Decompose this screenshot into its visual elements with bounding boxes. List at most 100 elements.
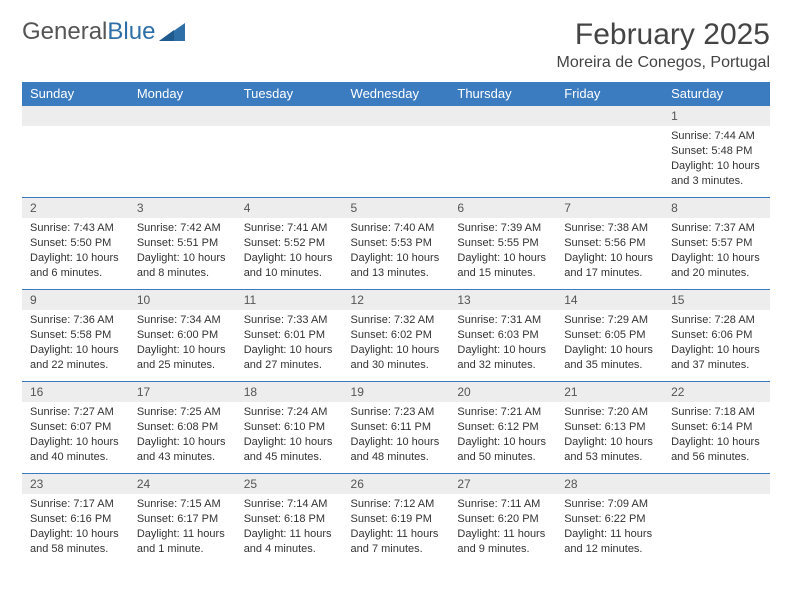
calendar-cell: 13Sunrise: 7:31 AMSunset: 6:03 PMDayligh…	[449, 290, 556, 382]
day-content: Sunrise: 7:32 AMSunset: 6:02 PMDaylight:…	[343, 310, 450, 378]
calendar-cell: 17Sunrise: 7:25 AMSunset: 6:08 PMDayligh…	[129, 382, 236, 474]
day-line: Sunset: 5:52 PM	[244, 236, 335, 251]
calendar-cell: 21Sunrise: 7:20 AMSunset: 6:13 PMDayligh…	[556, 382, 663, 474]
day-line: Sunset: 6:11 PM	[351, 420, 442, 435]
calendar-cell: 7Sunrise: 7:38 AMSunset: 5:56 PMDaylight…	[556, 198, 663, 290]
day-content	[22, 126, 129, 135]
day-number: 17	[129, 382, 236, 402]
page-title: February 2025	[557, 18, 770, 52]
weekday-header: Wednesday	[343, 82, 450, 106]
day-number: 26	[343, 474, 450, 494]
calendar-cell: 18Sunrise: 7:24 AMSunset: 6:10 PMDayligh…	[236, 382, 343, 474]
day-number: 25	[236, 474, 343, 494]
day-line: Daylight: 10 hours and 32 minutes.	[457, 343, 548, 373]
day-line: Sunset: 6:13 PM	[564, 420, 655, 435]
calendar-cell: 28Sunrise: 7:09 AMSunset: 6:22 PMDayligh…	[556, 474, 663, 566]
day-line: Daylight: 10 hours and 3 minutes.	[671, 159, 762, 189]
day-content: Sunrise: 7:25 AMSunset: 6:08 PMDaylight:…	[129, 402, 236, 470]
logo-text-general: General	[22, 18, 107, 46]
day-line: Sunset: 6:12 PM	[457, 420, 548, 435]
weekday-header: Thursday	[449, 82, 556, 106]
day-line: Daylight: 11 hours and 4 minutes.	[244, 527, 335, 557]
calendar-cell: 15Sunrise: 7:28 AMSunset: 6:06 PMDayligh…	[663, 290, 770, 382]
day-number: 15	[663, 290, 770, 310]
day-line: Sunset: 6:16 PM	[30, 512, 121, 527]
day-line: Sunrise: 7:39 AM	[457, 221, 548, 236]
calendar-body: 1Sunrise: 7:44 AMSunset: 5:48 PMDaylight…	[22, 106, 770, 566]
day-line: Sunset: 6:06 PM	[671, 328, 762, 343]
day-number: 7	[556, 198, 663, 218]
day-line: Sunset: 6:00 PM	[137, 328, 228, 343]
day-number: 4	[236, 198, 343, 218]
day-line: Daylight: 11 hours and 1 minute.	[137, 527, 228, 557]
day-line: Daylight: 10 hours and 20 minutes.	[671, 251, 762, 281]
day-line: Daylight: 10 hours and 27 minutes.	[244, 343, 335, 373]
day-line: Sunset: 6:05 PM	[564, 328, 655, 343]
day-line: Sunset: 6:19 PM	[351, 512, 442, 527]
day-number: 2	[22, 198, 129, 218]
day-line: Sunset: 6:01 PM	[244, 328, 335, 343]
weekday-header: Sunday	[22, 82, 129, 106]
day-line: Sunset: 5:55 PM	[457, 236, 548, 251]
day-line: Sunrise: 7:42 AM	[137, 221, 228, 236]
weekday-header: Saturday	[663, 82, 770, 106]
day-line: Sunrise: 7:28 AM	[671, 313, 762, 328]
calendar-cell: 2Sunrise: 7:43 AMSunset: 5:50 PMDaylight…	[22, 198, 129, 290]
calendar-cell	[22, 106, 129, 198]
day-line: Sunset: 6:20 PM	[457, 512, 548, 527]
calendar-cell: 24Sunrise: 7:15 AMSunset: 6:17 PMDayligh…	[129, 474, 236, 566]
day-line: Sunset: 5:51 PM	[137, 236, 228, 251]
day-content: Sunrise: 7:21 AMSunset: 6:12 PMDaylight:…	[449, 402, 556, 470]
day-content: Sunrise: 7:24 AMSunset: 6:10 PMDaylight:…	[236, 402, 343, 470]
day-number: 12	[343, 290, 450, 310]
day-number: 6	[449, 198, 556, 218]
day-line: Daylight: 10 hours and 48 minutes.	[351, 435, 442, 465]
day-line: Daylight: 11 hours and 7 minutes.	[351, 527, 442, 557]
day-number	[22, 106, 129, 126]
weekday-header: Monday	[129, 82, 236, 106]
calendar-cell: 10Sunrise: 7:34 AMSunset: 6:00 PMDayligh…	[129, 290, 236, 382]
day-number: 10	[129, 290, 236, 310]
day-content	[129, 126, 236, 135]
weekday-header: Friday	[556, 82, 663, 106]
day-line: Sunrise: 7:41 AM	[244, 221, 335, 236]
day-number: 16	[22, 382, 129, 402]
day-line: Sunrise: 7:33 AM	[244, 313, 335, 328]
day-line: Sunset: 5:57 PM	[671, 236, 762, 251]
day-line: Daylight: 10 hours and 35 minutes.	[564, 343, 655, 373]
day-number: 23	[22, 474, 129, 494]
day-content: Sunrise: 7:23 AMSunset: 6:11 PMDaylight:…	[343, 402, 450, 470]
day-content: Sunrise: 7:43 AMSunset: 5:50 PMDaylight:…	[22, 218, 129, 286]
day-line: Sunrise: 7:23 AM	[351, 405, 442, 420]
calendar-cell: 14Sunrise: 7:29 AMSunset: 6:05 PMDayligh…	[556, 290, 663, 382]
day-content	[343, 126, 450, 135]
day-line: Daylight: 10 hours and 56 minutes.	[671, 435, 762, 465]
calendar-cell	[129, 106, 236, 198]
day-number	[129, 106, 236, 126]
calendar-cell: 20Sunrise: 7:21 AMSunset: 6:12 PMDayligh…	[449, 382, 556, 474]
day-number: 8	[663, 198, 770, 218]
day-line: Sunset: 5:50 PM	[30, 236, 121, 251]
day-line: Sunrise: 7:11 AM	[457, 497, 548, 512]
calendar-cell: 22Sunrise: 7:18 AMSunset: 6:14 PMDayligh…	[663, 382, 770, 474]
day-line: Sunrise: 7:17 AM	[30, 497, 121, 512]
day-content: Sunrise: 7:37 AMSunset: 5:57 PMDaylight:…	[663, 218, 770, 286]
day-line: Daylight: 10 hours and 30 minutes.	[351, 343, 442, 373]
day-content: Sunrise: 7:36 AMSunset: 5:58 PMDaylight:…	[22, 310, 129, 378]
calendar-cell	[449, 106, 556, 198]
weekday-header-row: Sunday Monday Tuesday Wednesday Thursday…	[22, 82, 770, 106]
day-line: Sunset: 6:02 PM	[351, 328, 442, 343]
day-number	[449, 106, 556, 126]
day-line: Daylight: 10 hours and 17 minutes.	[564, 251, 655, 281]
day-number: 24	[129, 474, 236, 494]
calendar-week-row: 1Sunrise: 7:44 AMSunset: 5:48 PMDaylight…	[22, 106, 770, 198]
day-content: Sunrise: 7:40 AMSunset: 5:53 PMDaylight:…	[343, 218, 450, 286]
day-number: 5	[343, 198, 450, 218]
calendar-week-row: 16Sunrise: 7:27 AMSunset: 6:07 PMDayligh…	[22, 382, 770, 474]
calendar-cell	[236, 106, 343, 198]
day-content: Sunrise: 7:18 AMSunset: 6:14 PMDaylight:…	[663, 402, 770, 470]
day-line: Sunrise: 7:44 AM	[671, 129, 762, 144]
day-content: Sunrise: 7:12 AMSunset: 6:19 PMDaylight:…	[343, 494, 450, 562]
day-content: Sunrise: 7:31 AMSunset: 6:03 PMDaylight:…	[449, 310, 556, 378]
day-line: Daylight: 10 hours and 10 minutes.	[244, 251, 335, 281]
